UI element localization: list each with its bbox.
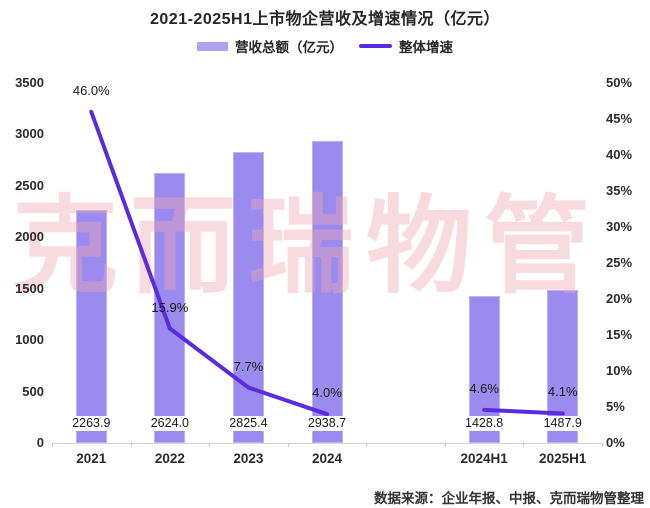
x-category-label: 2024 <box>311 451 343 466</box>
x-tick-mark <box>287 443 289 447</box>
left-axis-tick: 1000 <box>15 332 44 348</box>
growth-line-segment <box>89 109 329 417</box>
revenue-value-label: 1428.8 <box>462 416 507 431</box>
growth-pct-label: 4.1% <box>547 384 578 400</box>
legend-item-revenue: 营收总额（亿元） <box>197 36 343 56</box>
x-tick-mark <box>523 443 525 447</box>
right-axis-tick: 5% <box>606 399 625 414</box>
x-tick-mark <box>444 443 446 447</box>
right-axis-tick: 30% <box>606 219 633 234</box>
legend-label-revenue: 营收总额（亿元） <box>235 40 343 55</box>
x-category-label: 2021 <box>76 451 107 466</box>
growth-pct-label: 46.0% <box>72 82 110 98</box>
right-axis-tick: 20% <box>606 291 633 306</box>
right-axis-tick: 40% <box>606 147 633 162</box>
growth-pct-label: 4.6% <box>469 380 499 396</box>
right-axis-tick: 25% <box>606 255 633 270</box>
growth-pct-label: 7.7% <box>233 358 264 374</box>
left-axis-tick: 3500 <box>15 75 44 90</box>
source-note: 数据来源：企业年报、中报、克而瑞物管整理 <box>374 491 644 506</box>
line-swatch-icon <box>359 44 392 48</box>
bar-swatch-icon <box>197 41 228 51</box>
revenue-bar <box>75 210 107 443</box>
right-axis-tick: 45% <box>606 111 633 126</box>
revenue-value-label: 1487.9 <box>540 416 585 431</box>
revenue-value-label: 2624.0 <box>147 416 192 431</box>
x-category-label: 2022 <box>154 451 185 466</box>
x-tick-mark <box>209 443 211 447</box>
x-tick-mark <box>52 443 53 447</box>
x-category-label: 2024H1 <box>460 451 508 466</box>
growth-pct-label: 15.9% <box>151 299 189 315</box>
revenue-bar <box>232 152 264 443</box>
right-axis-tick: 0% <box>606 435 625 450</box>
x-tick-mark <box>130 443 132 447</box>
x-category-label: 2025H1 <box>539 451 587 466</box>
left-axis-tick: 500 <box>22 383 44 399</box>
legend-label-growth: 整体增速 <box>399 40 453 55</box>
left-axis-tick: 1500 <box>15 280 44 296</box>
left-axis-tick: 3000 <box>15 126 44 142</box>
legend: 营收总额（亿元） 整体增速 <box>0 37 650 55</box>
left-axis-tick: 2000 <box>15 229 44 245</box>
revenue-value-label: 2938.7 <box>304 416 350 431</box>
right-axis-tick: 35% <box>606 183 633 198</box>
left-axis-tick: 0 <box>36 435 44 450</box>
x-tick-mark <box>602 443 603 447</box>
growth-pct-label: 4.0% <box>312 385 342 401</box>
right-axis-tick: 15% <box>606 327 633 342</box>
revenue-value-label: 2263.9 <box>69 416 114 431</box>
right-axis-tick: 10% <box>606 363 633 378</box>
chart-title: 2021-2025H1上市物企营收及增速情况（亿元） <box>150 11 500 28</box>
left-axis-tick: 2500 <box>15 177 44 193</box>
legend-item-growth: 整体增速 <box>359 36 453 56</box>
x-tick-mark <box>366 443 368 447</box>
x-axis-line <box>52 443 603 444</box>
revenue-value-label: 2825.4 <box>226 416 271 431</box>
x-category-label: 2023 <box>233 451 264 466</box>
right-axis-tick: 50% <box>606 75 633 90</box>
